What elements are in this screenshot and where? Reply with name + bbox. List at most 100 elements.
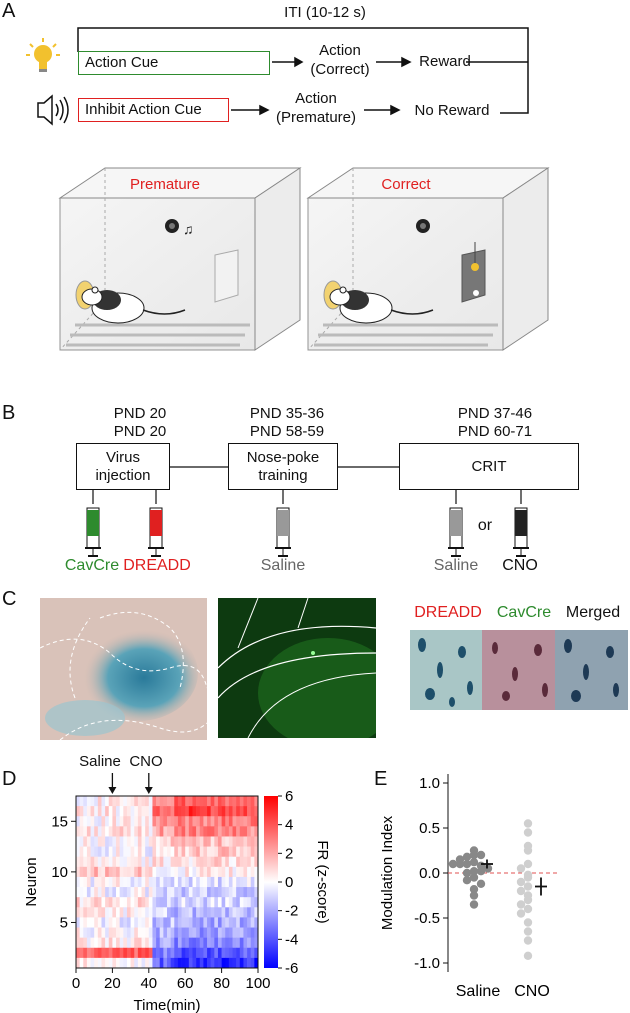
heatmap-cell [170, 876, 175, 888]
heatmap-cell [243, 876, 248, 888]
heatmap-cell [221, 866, 226, 878]
heatmap-cell [185, 856, 190, 868]
heatmap-cell [159, 897, 164, 908]
heatmap-cell [97, 816, 102, 827]
heatmap-cell [137, 856, 142, 868]
heatmap-cell [170, 836, 175, 847]
heatmap-cell [76, 836, 80, 847]
heatmap-cell [83, 816, 88, 827]
heatmap-cell [232, 826, 237, 837]
heatmap-cell [79, 947, 84, 959]
heatmap-cell [90, 846, 95, 858]
heatmap-cell [97, 897, 102, 908]
heatmap-cell [76, 907, 80, 918]
heatmap-cell [236, 816, 241, 827]
heatmap-cell [112, 927, 117, 938]
heatmap-cell [228, 957, 233, 969]
heatmap-cell [97, 836, 102, 847]
data-point [523, 927, 533, 936]
colorbar-tick-label: 4 [285, 817, 293, 834]
heatmap-cell [141, 937, 146, 949]
heatmap-cell [119, 796, 124, 807]
heatmap-cell [228, 917, 233, 928]
heatmap-cell [199, 876, 204, 888]
heatmap-cell [134, 917, 139, 928]
heatmap-cell [119, 917, 124, 928]
label-saline-1: Saline [260, 557, 306, 574]
heatmap-cell [221, 927, 226, 938]
heatmap-cell [163, 866, 168, 878]
heatmap-cell [101, 947, 106, 959]
heatmap-cell [188, 816, 193, 827]
heatmap-cell [83, 876, 88, 888]
heatmap-cell [163, 816, 168, 827]
heatmap-cell [167, 836, 171, 847]
heatmap-cell [112, 796, 117, 807]
virus-injection-box: Virus injection [76, 443, 170, 490]
heatmap-cell [126, 947, 131, 959]
heatmap-cell [167, 826, 171, 837]
heatmap-cell [181, 957, 186, 969]
inhibit-cue-label: Inhibit Action Cue [85, 101, 202, 119]
heatmap-cell [170, 897, 175, 908]
heatmap-cell [199, 917, 204, 928]
heatmap-cell [159, 866, 164, 878]
heatmap-cell [141, 856, 146, 868]
heatmap-cell [119, 937, 124, 949]
heatmap-cell [134, 806, 139, 817]
svg-text:♫: ♫ [183, 221, 194, 237]
heatmap-cell [203, 836, 208, 847]
heatmap-cell [79, 876, 84, 888]
heatmap-cell [145, 846, 150, 858]
heatmap-cell [181, 917, 186, 928]
heatmap-cell [108, 856, 113, 868]
heatmap-cell [94, 907, 99, 918]
heatmap-cell [203, 796, 208, 807]
heatmap-cell [145, 957, 150, 969]
heatmap-cell [119, 947, 124, 959]
heatmap-cell [203, 907, 208, 918]
heatmap-cell [105, 907, 110, 918]
heatmap-cell [174, 806, 179, 817]
heatmap-cell [141, 826, 146, 837]
heatmap-cell [130, 927, 135, 938]
heatmap-cell [90, 806, 95, 817]
heatmap-cell [101, 907, 106, 918]
heatmap-cell [94, 876, 99, 888]
heatmap-cell [101, 897, 106, 908]
heatmap-cell [119, 907, 124, 918]
heatmap-cell [192, 876, 197, 888]
series-cno [516, 819, 547, 960]
heatmap-cell [101, 826, 106, 837]
heatmap-cell [207, 947, 211, 959]
heatmap-cell [254, 826, 259, 837]
heatmap-cell [203, 937, 208, 949]
heatmap-cell [196, 866, 201, 878]
heatmap-cell [214, 957, 219, 969]
heatmap-cell [159, 796, 164, 807]
heatmap-cell [112, 816, 117, 827]
heatmap-cell [250, 907, 255, 918]
legend-cavcre: CavCre [496, 604, 552, 621]
x-category-label: Saline [456, 983, 501, 1000]
heatmap-cell [254, 907, 259, 918]
syringe-cavcre [85, 507, 101, 557]
heatmap-cell [156, 876, 161, 888]
heatmap-cell [86, 876, 91, 888]
heatmap-cell [76, 887, 80, 898]
heatmap-cell [203, 826, 208, 837]
heatmap-cell [228, 836, 233, 847]
heatmap-cell [105, 876, 110, 888]
heatmap-cell [247, 957, 252, 969]
heatmap-cell [214, 836, 219, 847]
heatmap-cell [239, 856, 244, 868]
heatmap-cell [181, 796, 186, 807]
heatmap-cell [254, 876, 259, 888]
heatmap-cell [239, 887, 244, 898]
heatmap-cell [188, 907, 193, 918]
heatmap-cell [105, 957, 110, 969]
heatmap-cell [225, 937, 230, 949]
heatmap-cell [239, 897, 244, 908]
data-point [469, 900, 479, 909]
heatmap-cell [159, 816, 164, 827]
